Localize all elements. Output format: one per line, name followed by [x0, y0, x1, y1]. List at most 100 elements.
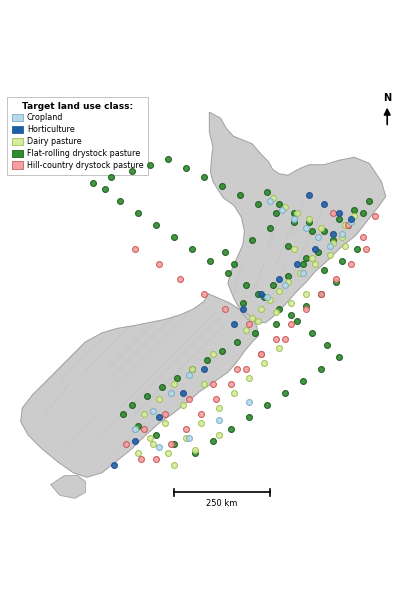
- Point: [348, 217, 355, 227]
- Point: [330, 235, 337, 245]
- Point: [264, 292, 271, 302]
- Point: [318, 364, 324, 374]
- Point: [285, 277, 291, 287]
- Point: [171, 379, 177, 389]
- Point: [282, 280, 288, 290]
- Point: [150, 406, 156, 416]
- Point: [273, 319, 279, 329]
- Point: [348, 214, 355, 224]
- Point: [291, 214, 297, 224]
- Point: [246, 373, 252, 383]
- Point: [222, 304, 228, 314]
- Point: [198, 409, 204, 419]
- Point: [222, 247, 228, 257]
- Point: [336, 214, 342, 224]
- Point: [264, 400, 271, 410]
- Point: [285, 271, 291, 281]
- Point: [282, 334, 288, 344]
- Point: [177, 274, 183, 284]
- Point: [162, 418, 168, 428]
- Point: [171, 439, 177, 449]
- Point: [303, 289, 309, 299]
- Point: [255, 289, 261, 299]
- Point: [333, 277, 339, 287]
- Point: [261, 358, 267, 368]
- Point: [216, 415, 222, 425]
- Point: [282, 388, 288, 398]
- Point: [168, 439, 174, 449]
- Point: [348, 259, 355, 269]
- Point: [276, 199, 282, 209]
- Point: [231, 259, 237, 269]
- Point: [306, 190, 313, 200]
- Point: [351, 205, 357, 215]
- Point: [183, 424, 189, 434]
- Point: [279, 205, 285, 215]
- Point: [243, 325, 249, 335]
- Point: [162, 409, 168, 419]
- Point: [141, 409, 147, 419]
- Point: [372, 211, 379, 221]
- Point: [135, 448, 141, 458]
- Point: [237, 190, 243, 200]
- Point: [255, 316, 261, 326]
- Point: [336, 352, 342, 362]
- Point: [267, 295, 273, 305]
- Point: [141, 424, 147, 434]
- Point: [345, 220, 351, 230]
- Point: [165, 448, 171, 458]
- Point: [117, 196, 123, 206]
- Point: [327, 241, 333, 251]
- Point: [159, 382, 165, 392]
- Point: [135, 421, 141, 431]
- Point: [240, 298, 246, 308]
- Point: [291, 217, 297, 227]
- Point: [318, 289, 324, 299]
- Point: [123, 439, 129, 449]
- Point: [156, 412, 162, 422]
- Point: [276, 304, 282, 314]
- Point: [231, 388, 237, 398]
- Point: [330, 238, 337, 248]
- Point: [132, 424, 138, 434]
- Point: [171, 232, 177, 242]
- Point: [309, 328, 315, 338]
- Point: [276, 286, 282, 296]
- Point: [180, 388, 186, 398]
- Point: [90, 178, 96, 188]
- Point: [213, 394, 219, 404]
- Point: [258, 349, 264, 359]
- Point: [294, 259, 300, 269]
- Point: [291, 244, 297, 254]
- Point: [186, 370, 192, 380]
- Point: [111, 460, 117, 470]
- Point: [270, 280, 276, 290]
- Point: [336, 208, 342, 218]
- Point: [234, 364, 240, 374]
- Point: [288, 298, 294, 308]
- Point: [249, 313, 255, 323]
- Legend: Cropland, Horticulture, Dairy pasture, Flat-rolling drystock pasture, Hill-count: Cropland, Horticulture, Dairy pasture, F…: [7, 97, 149, 175]
- Point: [276, 343, 282, 353]
- Point: [294, 208, 300, 218]
- Point: [264, 187, 271, 197]
- Point: [333, 274, 339, 284]
- Point: [330, 208, 337, 218]
- Point: [303, 253, 309, 263]
- Point: [321, 265, 327, 275]
- Point: [219, 181, 225, 191]
- Point: [180, 400, 186, 410]
- Point: [108, 172, 114, 182]
- Point: [342, 220, 348, 230]
- Point: [288, 310, 294, 320]
- Point: [144, 391, 150, 401]
- Point: [330, 229, 337, 239]
- Point: [312, 244, 318, 254]
- Point: [315, 232, 322, 242]
- Point: [228, 424, 234, 434]
- Point: [282, 202, 288, 212]
- Point: [153, 430, 159, 440]
- Point: [312, 259, 318, 269]
- Point: [321, 226, 327, 236]
- Point: [210, 349, 216, 359]
